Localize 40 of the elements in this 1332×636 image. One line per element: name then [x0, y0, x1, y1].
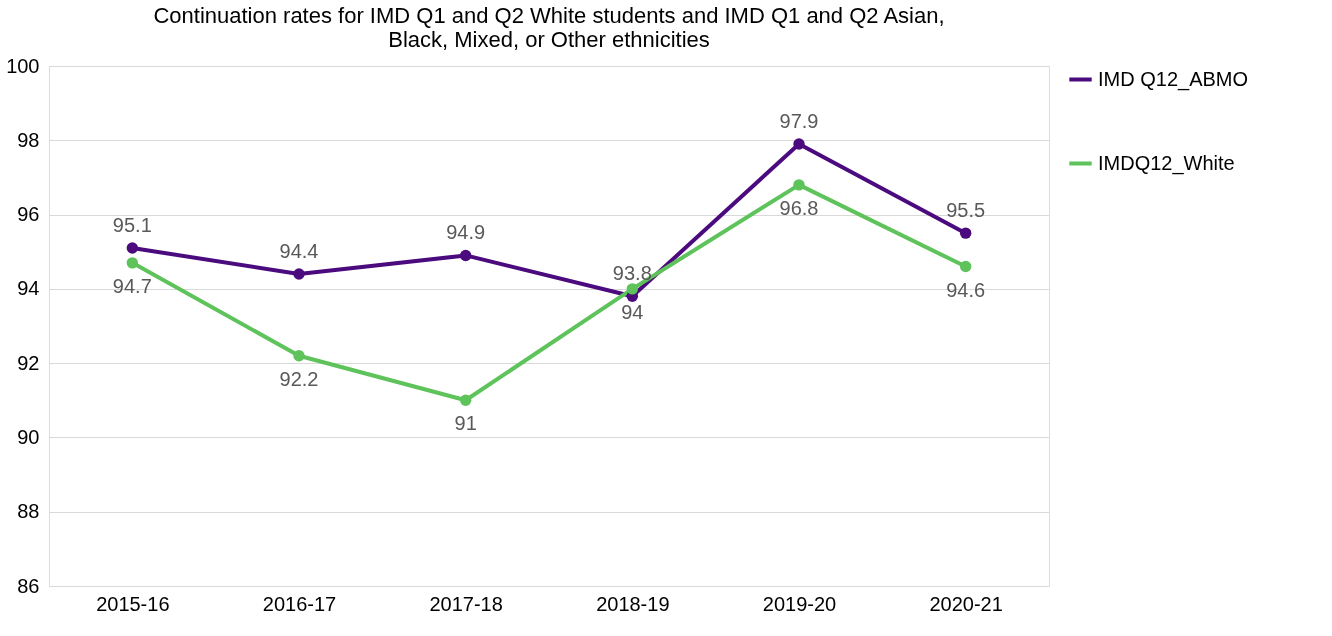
data-label: 94.4 [279, 240, 319, 262]
point [459, 249, 472, 262]
y-tick-label: 96 [17, 203, 40, 226]
data-label: 94.6 [946, 278, 986, 301]
data-label: 92.2 [279, 367, 319, 390]
data-label: 94.7 [112, 274, 152, 297]
legend-label: IMDQ12_White [1098, 151, 1235, 175]
x-tick-label: 2020-21 [929, 592, 1003, 615]
y-tick-label: 94 [17, 277, 40, 300]
point [126, 257, 139, 269]
legend-label: IMD Q12_ABMO [1098, 67, 1249, 91]
chart-title: Continuation rates for IMD Q1 and Q2 White students and IMD Q1 and Q2 Asian, Black, Mixed, or Other ethnicities [153, 3, 945, 52]
y-tick-label: 86 [17, 574, 40, 597]
data-label: 95.5 [946, 199, 986, 222]
y-tick-label: 88 [17, 500, 40, 523]
y-tick-label: 100 [6, 54, 40, 77]
x-tick-label: 2019-20 [762, 592, 837, 615]
point [626, 283, 639, 295]
y-tick-label: 90 [17, 425, 40, 448]
point [959, 227, 972, 239]
x-tick-label: 2017-18 [429, 592, 503, 615]
x-tick-label: 2015-16 [96, 592, 170, 615]
x-tick-label: 2018-19 [596, 592, 670, 615]
data-label: 97.9 [779, 110, 819, 132]
y-tick-label: 98 [17, 128, 40, 151]
data-label: 95.1 [112, 214, 152, 236]
data-label: 94 [621, 300, 644, 323]
point [959, 260, 972, 273]
point [459, 394, 472, 406]
y-tick-label: 92 [17, 351, 40, 374]
point [793, 138, 805, 150]
data-label: 93.8 [612, 262, 652, 285]
point [126, 242, 139, 254]
point [293, 268, 305, 280]
point [793, 179, 805, 191]
data-label: 96.8 [779, 196, 819, 219]
data-label: 94.9 [446, 221, 486, 244]
point [293, 350, 305, 362]
data-label: 91 [454, 412, 477, 435]
x-tick-label: 2016-17 [262, 592, 337, 615]
